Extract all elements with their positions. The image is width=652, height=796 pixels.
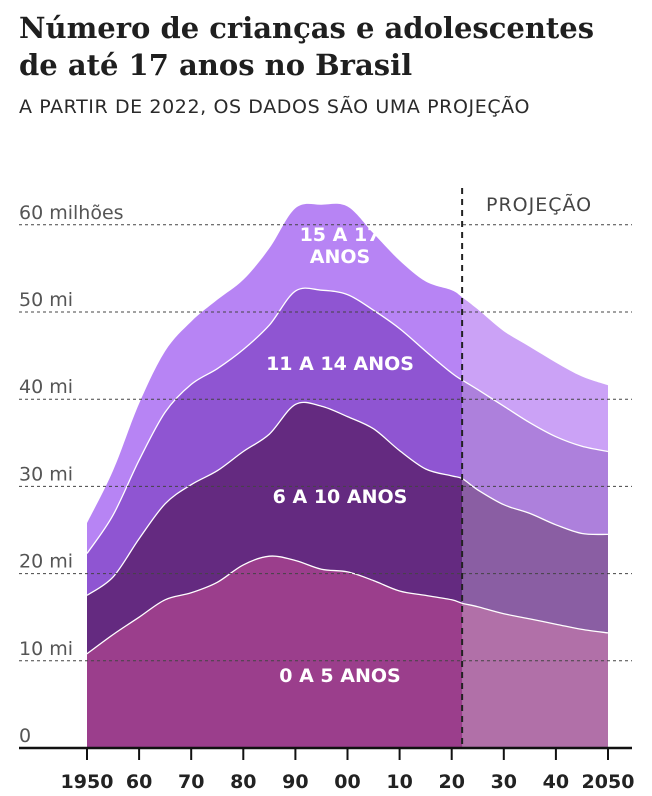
x-tick-label: 40 (543, 771, 569, 793)
x-tick-label: 90 (282, 771, 308, 793)
label-layer: 0 A 5 ANOS 6 A 10 ANOS 11 A 14 ANOS 15 A 17… (266, 224, 414, 687)
x-tick-label: 10 (386, 771, 412, 793)
y-tick-label: 60 milhões (19, 202, 124, 224)
x-tick-label: 00 (334, 771, 360, 793)
y-tick-label: 40 mi (19, 376, 73, 398)
band-label: 15 A 17 (300, 224, 381, 246)
band-boundary-line (86, 287, 609, 554)
projection-label: PROJEÇÃO (486, 193, 592, 216)
x-axis: 1950 60 70 80 90 00 10 20 30 40 2050 (19, 746, 635, 793)
area-band-0-5-projection (462, 603, 608, 748)
band-label: 11 A 14 ANOS (266, 353, 414, 375)
y-tick-label: 50 mi (19, 289, 73, 311)
area-layer (86, 203, 609, 748)
y-tick-label: 0 (19, 725, 31, 747)
band-boundary-line (86, 555, 609, 655)
chart-subtitle: A PARTIR DE 2022, OS DADOS SÃO UMA PROJE… (19, 96, 531, 118)
chart-title: Número de crianças e adolescentes de até… (19, 11, 595, 82)
y-tick-label: 30 mi (19, 463, 73, 485)
band-label: 0 A 5 ANOS (279, 665, 400, 687)
x-tick-label: 1950 (61, 771, 114, 793)
x-tick-label: 20 (438, 771, 464, 793)
band-label: ANOS (310, 246, 370, 268)
x-tick-label: 2050 (582, 771, 635, 793)
x-tick-label: 60 (126, 771, 152, 793)
x-tick-label: 80 (230, 771, 256, 793)
area-band-0-5 (87, 556, 463, 748)
x-tick-label: 70 (178, 771, 204, 793)
grid-layer: 0 10 mi 20 mi 30 mi 40 mi 50 mi 60 milhões PROJ… (19, 188, 632, 748)
band-label: 6 A 10 ANOS (273, 486, 408, 508)
band-boundary-line (86, 401, 609, 596)
x-tick-label: 30 (491, 771, 517, 793)
y-tick-label: 20 mi (19, 551, 73, 573)
y-tick-label: 10 mi (19, 638, 73, 660)
